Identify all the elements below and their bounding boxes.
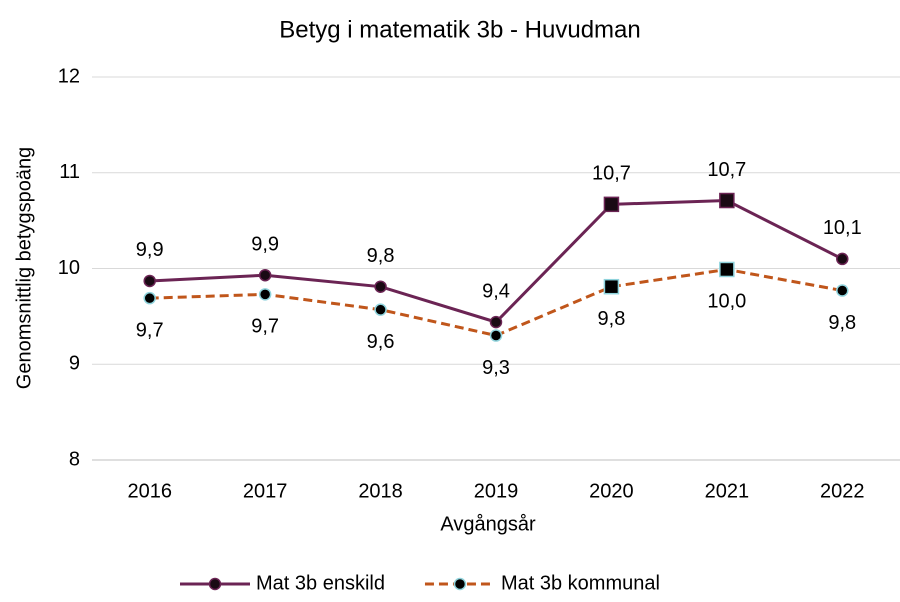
x-axis-title: Avgångsår — [440, 513, 536, 535]
legend-label: Mat 3b kommunal — [501, 572, 660, 594]
y-tick-label: 8 — [69, 448, 80, 470]
y-axis-title: Genomsnittlig betygspoäng — [13, 147, 35, 389]
data-label: 9,9 — [136, 239, 164, 261]
data-label: 9,9 — [251, 233, 279, 255]
marker — [836, 252, 849, 266]
marker — [258, 288, 272, 301]
x-tick-label: 2022 — [820, 480, 865, 502]
legend-marker — [208, 577, 222, 591]
y-tick-label: 12 — [58, 65, 80, 87]
marker — [603, 196, 620, 213]
marker — [374, 303, 387, 316]
data-label: 10,7 — [592, 163, 631, 185]
marker — [143, 274, 156, 288]
x-tick-label: 2016 — [127, 480, 172, 502]
x-tick-label: 2021 — [705, 480, 750, 502]
data-label: 9,8 — [598, 308, 626, 330]
data-label: 9,7 — [136, 319, 164, 341]
data-label: 9,8 — [828, 312, 856, 334]
data-label: 10,7 — [707, 159, 746, 181]
data-label: 9,3 — [482, 357, 510, 379]
data-label: 9,8 — [367, 245, 395, 267]
legend-label: Mat 3b enskild — [256, 572, 385, 594]
data-label: 9,7 — [251, 316, 279, 338]
chart-title: Betyg i matematik 3b - Huvudman — [279, 16, 641, 43]
data-label: 10,0 — [707, 291, 746, 313]
marker — [719, 192, 735, 209]
data-label: 9,6 — [367, 331, 395, 353]
x-tick-label: 2018 — [358, 480, 403, 502]
data-label: 9,4 — [482, 280, 510, 302]
data-label: 10,1 — [823, 217, 862, 239]
marker — [719, 261, 735, 278]
x-tick-label: 2019 — [474, 480, 519, 502]
marker — [836, 284, 849, 297]
marker — [489, 315, 503, 329]
legend-marker — [453, 577, 467, 591]
marker — [258, 268, 272, 282]
x-tick-label: 2017 — [243, 480, 288, 502]
marker — [489, 329, 503, 342]
marker — [603, 278, 620, 295]
y-tick-label: 10 — [58, 257, 80, 279]
x-tick-label: 2020 — [589, 480, 634, 502]
y-tick-label: 11 — [59, 161, 80, 183]
y-tick-label: 9 — [69, 353, 80, 375]
marker — [374, 280, 387, 293]
marker — [143, 291, 156, 305]
